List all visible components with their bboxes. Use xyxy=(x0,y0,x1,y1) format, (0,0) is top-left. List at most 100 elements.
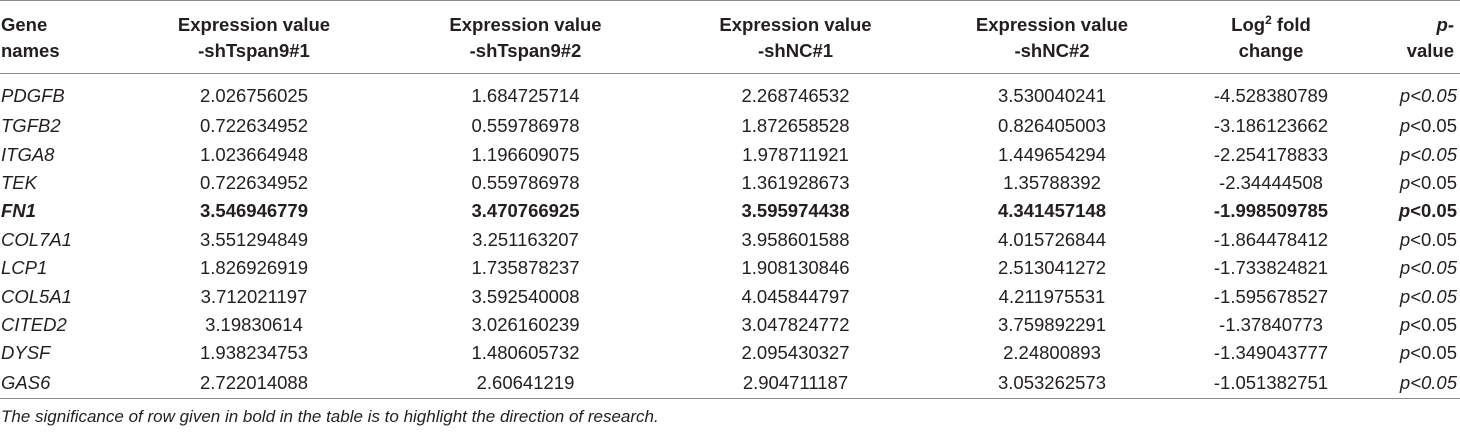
expression-value-cell: 3.530040241 xyxy=(997,85,1107,106)
p-value-cell: p<0.05 xyxy=(1399,257,1457,279)
log2-fold-change-cell: -1.733824821 xyxy=(1213,257,1329,279)
gene-name-cell: FN1 xyxy=(1,200,36,222)
expression-value-cell: 3.551294849 xyxy=(199,228,309,250)
table-row: GAS6 2.722014088 2.60641219 2.904711187 3.05… xyxy=(0,368,1460,399)
gene-name-cell: TEK xyxy=(1,171,37,193)
log2-fold-change-cell: -2.254178833 xyxy=(1213,143,1329,165)
gene-expression-table: Gene names Expression value -shTspan9#1 Ex… xyxy=(0,0,1460,399)
table-row: CITED2 3.19830614 3.026160239 3.047824772 3.… xyxy=(0,311,1460,339)
table-row: COL5A1 3.712021197 3.592540008 4.045844797 4… xyxy=(0,282,1460,310)
expression-value-cell: 3.19830614 xyxy=(205,313,303,335)
p-value-cell: p<0.05 xyxy=(1399,85,1457,106)
expression-value-cell: 0.559786978 xyxy=(471,115,580,137)
table-row: COL7A1 3.551294849 3.251163207 3.958601588 4… xyxy=(0,226,1460,254)
expression-value-cell: 0.722634952 xyxy=(199,115,309,137)
p-value-cell: p<0.05 xyxy=(1398,200,1457,222)
expression-value-cell: 3.470766925 xyxy=(471,200,580,222)
expression-value-cell: 1.023664948 xyxy=(199,143,309,165)
expression-value-cell: 0.559786978 xyxy=(471,171,580,193)
table-header: Gene names Expression value -shTspan9#1 Ex… xyxy=(0,1,1460,74)
log2-fold-change-cell: -1.349043777 xyxy=(1213,342,1329,364)
header-shtspan9-2: Expression value -shTspan9#2 xyxy=(449,14,602,61)
table-row: DYSF 1.938234753 1.480605732 2.095430327 2.2… xyxy=(0,339,1460,367)
p-value-cell: p<0.05 xyxy=(1399,342,1457,364)
gene-name-cell: CITED2 xyxy=(1,313,67,335)
p-value-cell: p<0.05 xyxy=(1399,228,1457,250)
gene-name-cell: GAS6 xyxy=(1,371,51,393)
p-value-cell: p<0.05 xyxy=(1399,171,1457,193)
header-shnc-2: Expression value -shNC#2 xyxy=(975,14,1129,61)
header-log2-fold-change: Log2 fold change xyxy=(1231,12,1311,61)
log2-fold-change-cell: -3.186123662 xyxy=(1213,115,1329,137)
gene-name-cell: DYSF xyxy=(1,342,51,364)
header-p-value: p-value xyxy=(1406,14,1454,61)
expression-value-cell: 0.826405003 xyxy=(997,115,1107,137)
expression-value-cell: 2.722014088 xyxy=(199,371,309,393)
expression-value-cell: 3.546946779 xyxy=(199,200,309,222)
expression-value-cell: 2.904711187 xyxy=(742,371,849,393)
expression-value-cell: 2.095430327 xyxy=(741,342,850,364)
table-row: PDGFB 2.026756025 1.684725714 2.268746532 3.… xyxy=(0,74,1460,113)
table-row: ITGA8 1.023664948 1.196609075 1.978711921 1.… xyxy=(0,140,1460,168)
p-value-cell: p<0.05 xyxy=(1399,285,1457,307)
expression-value-cell: 1.684725714 xyxy=(471,85,580,106)
expression-value-cell: 3.053262573 xyxy=(997,371,1107,393)
p-value-cell: p<0.05 xyxy=(1399,371,1457,393)
expression-value-cell: 3.759892291 xyxy=(997,313,1107,335)
table-row: LCP1 1.826926919 1.735878237 1.908130846 2.5… xyxy=(0,254,1460,282)
expression-value-cell: 0.722634952 xyxy=(199,171,309,193)
log2-fold-change-cell: -4.528380789 xyxy=(1213,85,1329,106)
gene-name-cell: ITGA8 xyxy=(1,143,55,165)
expression-value-cell: 2.24800893 xyxy=(1003,342,1101,364)
expression-value-cell: 1.196609075 xyxy=(471,143,580,165)
header-row: Gene names Expression value -shTspan9#1 Ex… xyxy=(0,1,1460,74)
expression-value-cell: 3.592540008 xyxy=(471,285,580,307)
expression-value-cell: 1.908130846 xyxy=(741,257,850,279)
log2-fold-change-cell: -1.37840773 xyxy=(1219,313,1323,335)
expression-value-cell: 1.978711921 xyxy=(742,143,849,165)
log2-fold-change-cell: -1.051382751 xyxy=(1213,371,1329,393)
expression-value-cell: 1.938234753 xyxy=(199,342,309,364)
gene-name-cell: TGFB2 xyxy=(1,115,61,137)
p-value-cell: p<0.05 xyxy=(1399,143,1457,165)
expression-value-cell: 1.449654294 xyxy=(997,143,1107,165)
expression-value-cell: 3.251163207 xyxy=(472,228,579,250)
expression-value-cell: 1.872658528 xyxy=(741,115,850,137)
expression-value-cell: 4.341457148 xyxy=(997,200,1107,222)
table-row: TEK 0.722634952 0.559786978 1.361928673 1.35… xyxy=(0,169,1460,197)
p-value-cell: p<0.05 xyxy=(1399,115,1457,137)
expression-value-cell: 1.826926919 xyxy=(199,257,309,279)
expression-value-cell: 4.211975531 xyxy=(998,285,1106,307)
expression-value-cell: 2.513041272 xyxy=(997,257,1107,279)
expression-value-cell: 3.047824772 xyxy=(741,313,850,335)
gene-name-cell: PDGFB xyxy=(1,85,65,106)
expression-value-cell: 3.712021197 xyxy=(200,285,308,307)
expression-value-cell: 3.595974438 xyxy=(741,200,850,222)
header-shnc-1: Expression value -shNC#1 xyxy=(719,14,872,61)
log2-fold-change-cell: -1.864478412 xyxy=(1213,228,1329,250)
expression-value-cell: 1.735878237 xyxy=(471,257,580,279)
expression-value-cell: 2.026756025 xyxy=(199,85,309,106)
header-shtspan9-1: Expression value -shTspan9#1 xyxy=(177,14,331,61)
expression-value-cell: 2.268746532 xyxy=(741,85,850,106)
log2-fold-change-cell: -1.595678527 xyxy=(1213,285,1329,307)
header-gene-names: Gene names xyxy=(1,14,60,61)
log2-fold-change-cell: -2.34444508 xyxy=(1219,171,1323,193)
expression-value-cell: 1.480605732 xyxy=(471,342,580,364)
expression-value-cell: 1.35788392 xyxy=(1003,171,1101,193)
expression-value-cell: 3.026160239 xyxy=(471,313,580,335)
gene-name-cell: COL7A1 xyxy=(1,228,72,250)
table-body: PDGFB 2.026756025 1.684725714 2.268746532 3.… xyxy=(0,74,1460,399)
table-footnote: The significance of row given in bold in… xyxy=(1,406,659,426)
expression-value-cell: 2.60641219 xyxy=(476,371,575,393)
expression-value-cell: 4.015726844 xyxy=(997,228,1107,250)
expression-value-cell: 1.361928673 xyxy=(741,171,850,193)
gene-name-cell: LCP1 xyxy=(1,257,48,279)
gene-name-cell: COL5A1 xyxy=(1,285,72,307)
table-row: TGFB2 0.722634952 0.559786978 1.872658528 0.… xyxy=(0,112,1460,140)
expression-value-cell: 4.045844797 xyxy=(741,285,850,307)
p-value-cell: p<0.05 xyxy=(1399,313,1457,335)
log2-fold-change-cell: -1.998509785 xyxy=(1213,200,1329,222)
expression-value-cell: 3.958601588 xyxy=(741,228,850,250)
